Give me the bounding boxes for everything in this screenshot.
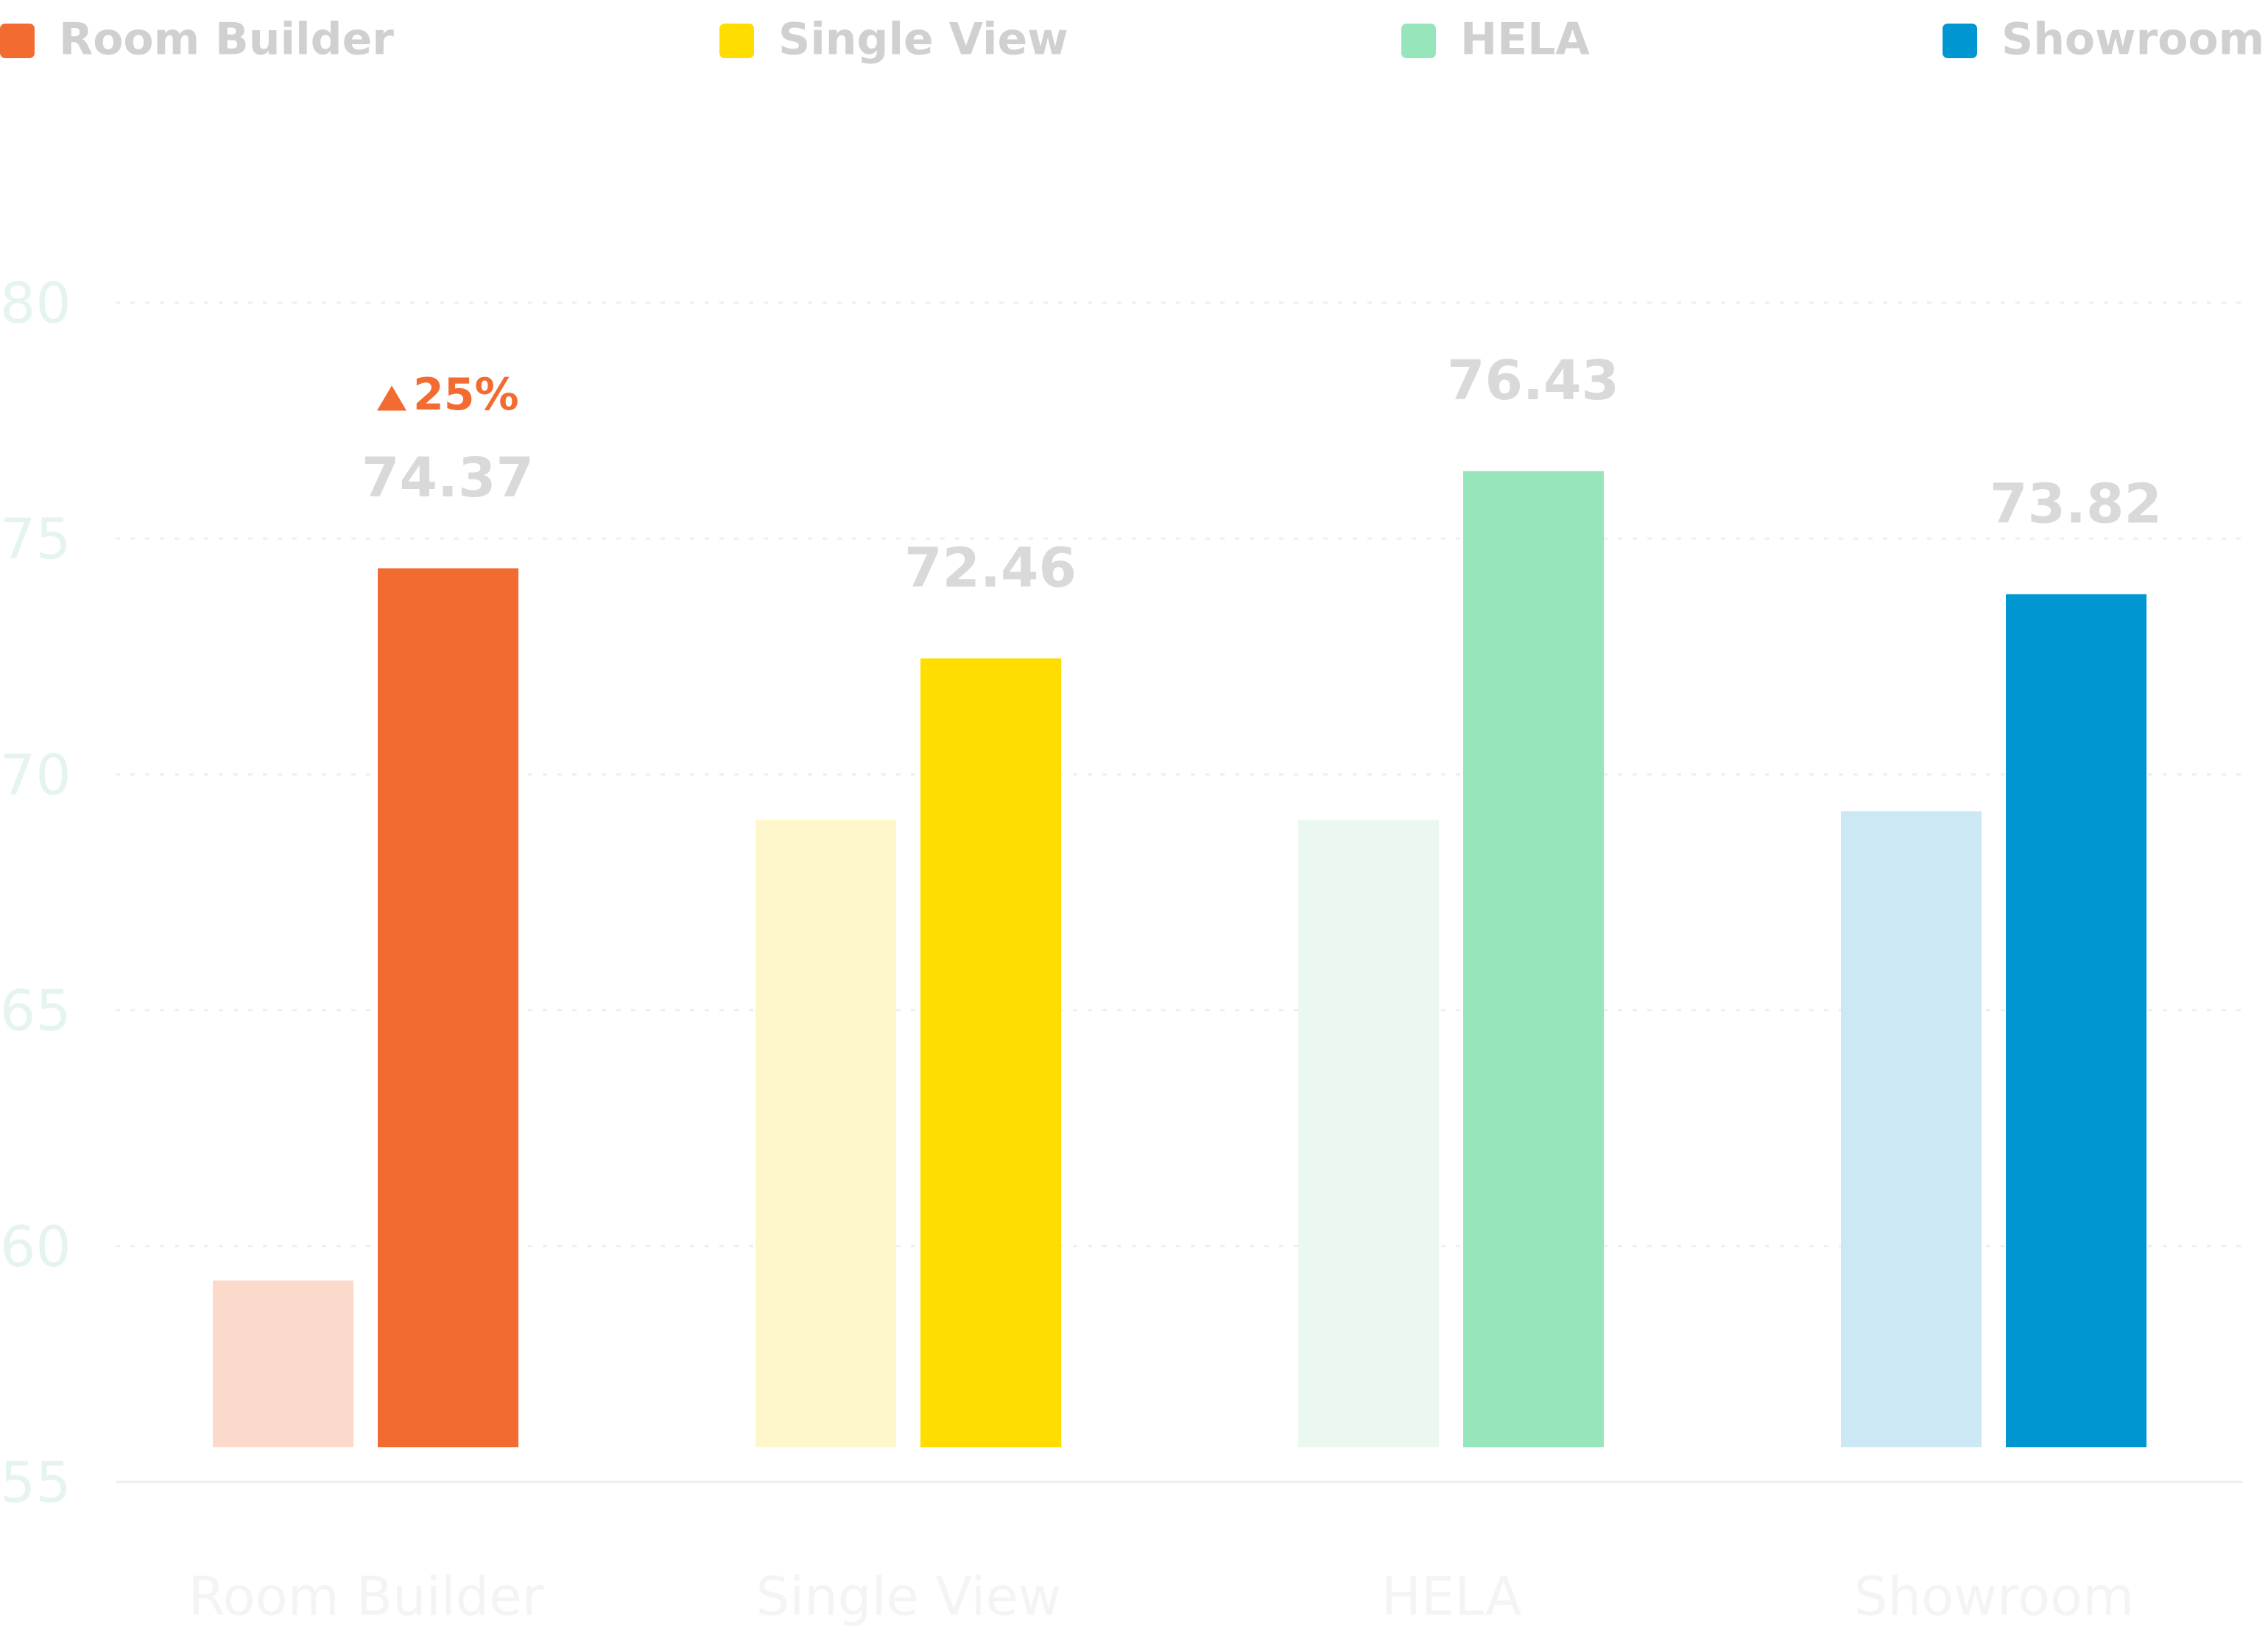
bar [756,819,896,1447]
annotation: 25% [413,369,519,421]
legend-label: Room Builder [59,14,394,66]
legend-label: Showroom [2001,14,2264,66]
y-tick-label: 80 [0,270,71,336]
value-label: 74.37 [362,446,534,510]
legend-label: HELA [1460,14,1590,66]
value-label: 73.82 [1990,472,2162,535]
bar [378,568,518,1448]
y-tick-label: 75 [0,506,71,572]
bar [1841,811,1982,1447]
bar [1463,471,1604,1447]
x-tick-label: Showroom [1854,1566,2135,1628]
bar [213,1280,353,1447]
x-tick-label: Room Builder [189,1566,544,1628]
y-tick-label: 60 [0,1214,71,1279]
value-label: 76.43 [1447,349,1619,412]
legend-swatch [1401,24,1436,58]
legend-swatch [0,24,35,58]
y-tick-label: 70 [0,742,71,807]
y-tick-label: 65 [0,978,71,1044]
bar [2006,594,2146,1447]
legend-label: Single View [778,14,1068,66]
annotation-arrow [377,385,406,411]
value-label: 72.46 [904,536,1077,600]
legend-swatch [1943,24,1977,58]
bar [920,658,1061,1447]
legend-swatch [719,24,754,58]
bar [1298,819,1439,1447]
x-tick-label: Single View [756,1566,1061,1628]
x-tick-label: HELA [1381,1566,1522,1628]
y-tick-label: 55 [0,1450,71,1515]
